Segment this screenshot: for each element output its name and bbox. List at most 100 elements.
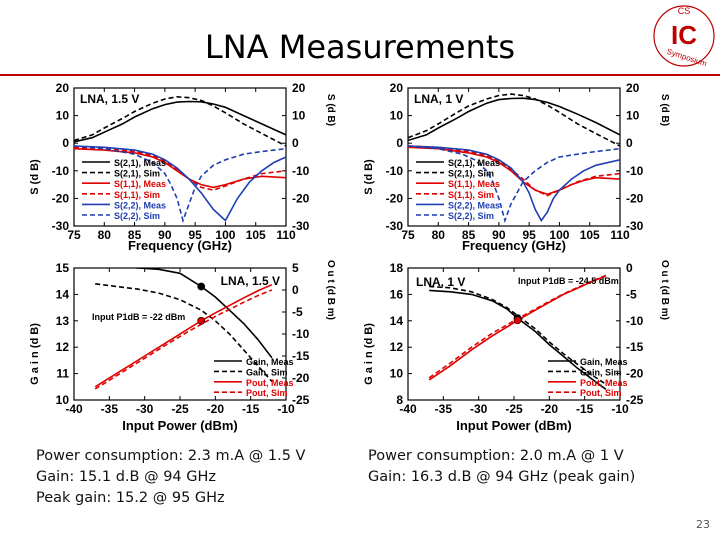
x-tick-label: 85 <box>128 228 142 242</box>
caption-right-line-2: Gain: 16.3 d.B @ 94 GHz (peak gain) <box>368 469 636 485</box>
y-tick-label-right: -25 <box>626 393 644 407</box>
series-line-4 <box>74 145 286 222</box>
x-tick-label: -15 <box>242 402 260 416</box>
x-tick-label: -15 <box>576 402 594 416</box>
legend-label-5: S(2,2), Sim <box>114 211 160 221</box>
x-tick-label: 75 <box>401 228 415 242</box>
x-tick-label: 100 <box>549 228 569 242</box>
y-tick-label-right: 0 <box>626 136 633 150</box>
panel-annotation: LNA, 1 V <box>416 275 465 289</box>
y-tick-label-right: 5 <box>292 261 299 275</box>
legend-label-0: S(2,1), Meas <box>448 158 500 168</box>
x-tick-label: 80 <box>432 228 446 242</box>
y-tick-label-right: 10 <box>292 109 306 123</box>
x-tick-label: 110 <box>276 228 296 242</box>
y-tick-label-right: 20 <box>626 81 640 95</box>
y-axis-label-left: S (d B) <box>363 159 375 195</box>
y-tick-label-left: 12 <box>56 340 70 354</box>
x-tick-label: 95 <box>522 228 536 242</box>
x-tick-label: -10 <box>277 402 295 416</box>
caption-right-line-1: Power consumption: 2.0 m.A @ 1 V <box>368 448 624 464</box>
x-axis-label: Frequency (GHz) <box>128 238 232 253</box>
series-group <box>408 93 620 224</box>
legend-label-3: S(1,1), Sim <box>448 190 494 200</box>
x-tick-label: -25 <box>505 402 523 416</box>
y-tick-label-right: -15 <box>292 349 310 363</box>
x-tick-label: 110 <box>610 228 630 242</box>
logo-top-text: CS <box>678 6 691 16</box>
y-tick-label-left: 13 <box>56 314 70 328</box>
x-tick-label: -30 <box>136 402 154 416</box>
x-tick-label: -35 <box>435 402 453 416</box>
y-tick-label-left: 12 <box>390 340 404 354</box>
y-axis-label-right: S (d B) <box>659 94 670 126</box>
caption-left-line-3: Peak gain: 15.2 @ 95 GHz <box>36 490 225 506</box>
y-tick-label-right: -20 <box>626 367 644 381</box>
y-tick-label-left: 0 <box>396 136 403 150</box>
y-tick-label-right: 0 <box>292 283 299 297</box>
x-tick-label: 100 <box>215 228 235 242</box>
y-tick-label-right: -20 <box>292 191 310 205</box>
x-tick-label: -40 <box>65 402 83 416</box>
x-tick-label: 105 <box>580 228 600 242</box>
series-line-5 <box>408 145 620 224</box>
series-line-1 <box>408 93 620 147</box>
caption-left-line-1: Power consumption: 2.3 m.A @ 1.5 V <box>36 448 306 464</box>
series-line-0 <box>429 289 607 391</box>
x-tick-label: 95 <box>188 228 202 242</box>
x-tick-label: 80 <box>98 228 112 242</box>
page-number: 23 <box>696 518 710 531</box>
y-tick-label-left: -20 <box>386 191 404 205</box>
p1db-annotation: Input P1dB = -22 dBm <box>92 312 185 322</box>
x-tick-label: -35 <box>101 402 119 416</box>
x-tick-label: -40 <box>399 402 417 416</box>
chart-top-right: 75 80 85 90 95 100 105 110-30-20-1001020-30-20-… <box>363 81 670 253</box>
x-axis-label: Frequency (GHz) <box>462 238 566 253</box>
y-tick-label-left: 14 <box>56 287 70 301</box>
y-tick-label-left: 16 <box>390 287 404 301</box>
x-tick-label: -10 <box>611 402 629 416</box>
chart-top-left: 75 80 85 90 95 100 105 110-30-20-1001020-30-20-… <box>29 81 336 253</box>
y-axis-label-right: O u t (d B m) <box>659 260 670 320</box>
legend-label-2: S(1,1), Meas <box>448 179 500 189</box>
x-tick-label: 105 <box>246 228 266 242</box>
y-tick-label-right: 20 <box>292 81 306 95</box>
y-tick-label-right: -30 <box>292 219 310 233</box>
legend-label-1: S(2,1), Sim <box>114 169 160 179</box>
series-line-1 <box>74 95 286 147</box>
y-tick-label-right: -5 <box>626 287 637 301</box>
caption-left-line-2: Gain: 15.1 d.B @ 94 GHz <box>36 469 217 485</box>
legend-label-0: Gain, Meas <box>246 357 294 367</box>
y-tick-label-left: -30 <box>52 219 70 233</box>
series-line-3 <box>408 145 620 197</box>
legend-label-2: S(1,1), Meas <box>114 179 166 189</box>
y-tick-label-left: 10 <box>56 109 70 123</box>
logo-main-text: IC <box>671 20 697 50</box>
y-tick-label-right: -20 <box>292 371 310 385</box>
x-tick-label: -25 <box>171 402 189 416</box>
y-tick-label-left: 14 <box>390 314 404 328</box>
p1db-marker-1 <box>197 316 206 325</box>
y-tick-label-left: 11 <box>56 367 69 381</box>
series-line-0 <box>408 97 620 142</box>
plot-frame <box>73 87 287 227</box>
logo-ring <box>653 5 715 67</box>
x-axis-label: Input Power (dBm) <box>122 418 238 433</box>
legend-label-0: S(2,1), Meas <box>114 158 166 168</box>
series-group <box>428 274 607 391</box>
y-axis-label-right: O u t (d B m) <box>325 260 336 320</box>
legend-label-2: Pout, Meas <box>246 378 294 388</box>
y-axis-label-left: S (d B) <box>29 159 41 195</box>
y-axis-label-right: S (d B) <box>325 94 336 126</box>
legend-label-3: Pout, Sim <box>246 388 288 398</box>
chart-bottom-left: -40 -35 -30 -25 -20 -15 -10 10 11 12 13 14 15 -25 -20 -… <box>29 260 336 433</box>
y-tick-label-right: 0 <box>626 261 633 275</box>
slide-title: LNA Measurements <box>204 28 516 66</box>
y-tick-label-left: 18 <box>390 261 404 275</box>
legend-label-1: S(2,1), Sim <box>448 169 494 179</box>
x-tick-label: 75 <box>67 228 81 242</box>
x-tick-label: 90 <box>158 228 172 242</box>
y-tick-label-left: -30 <box>386 219 404 233</box>
